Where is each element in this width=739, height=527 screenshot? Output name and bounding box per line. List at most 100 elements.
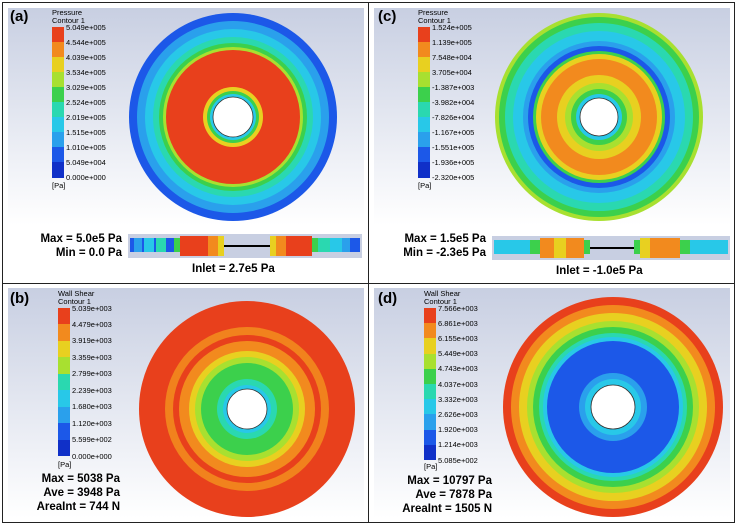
- legend-subtitle: Contour 1: [52, 16, 85, 25]
- legend-value: 1.680e+003: [72, 402, 112, 412]
- legend-color-band: [58, 423, 70, 441]
- legend-value: 0.000e+000: [72, 451, 112, 461]
- legend-value: 7.566e+003: [438, 303, 478, 313]
- legend-color-band: [58, 308, 70, 325]
- stat-areaint: AreaInt = 744 N: [36, 501, 120, 513]
- legend-color-band: [424, 338, 436, 355]
- legend-colorbar: 5.039e+003 4.479e+003 3.919e+003 3.359e+003…: [58, 304, 138, 461]
- legend-unit: [Pa]: [58, 460, 72, 469]
- legend-color-band: [424, 384, 436, 400]
- legend-value: 5.049e+005: [66, 22, 106, 32]
- legend-color-band: [52, 27, 64, 43]
- legend-colorbar: 7.566e+003 6.861e+003 6.155e+003 5.449e+003…: [424, 304, 504, 465]
- legend-value: 2.239e+003: [72, 385, 112, 395]
- legend-color-band: [52, 147, 64, 163]
- legend-value: 4.479e+003: [72, 319, 112, 329]
- legend-color-band: [58, 390, 70, 408]
- legend-value: 5.085e+002: [438, 455, 478, 465]
- panel-b-legend: Wall Shear Contour 1 5.039e+003 4.479e+00…: [58, 289, 138, 469]
- legend-value: 3.919e+003: [72, 336, 112, 346]
- legend-color-band: [424, 399, 436, 415]
- legend-value: 6.155e+003: [438, 333, 478, 343]
- vertical-divider: [368, 2, 369, 523]
- legend-title: Wall Shear: [58, 289, 95, 298]
- legend-value: -7.826e+004: [432, 112, 475, 122]
- legend-title: Pressure: [418, 8, 449, 17]
- panel-c-stats: Max = 1.5e5 Pa Min = -2.3e5 Pa: [376, 232, 486, 260]
- legend-color-band: [418, 132, 430, 148]
- horizontal-divider: [2, 283, 735, 284]
- legend-value: 2.019e+005: [66, 112, 106, 122]
- panel-a-letter: (a): [10, 8, 29, 25]
- legend-color-band: [58, 439, 70, 457]
- legend-color-band: [58, 373, 70, 391]
- legend-color-band: [52, 102, 64, 118]
- legend-value: 2.626e+003: [438, 409, 478, 419]
- legend-value: 1.010e+005: [66, 142, 106, 152]
- legend-color-band: [418, 117, 430, 133]
- panel-a-pressure-contour: [129, 13, 337, 221]
- legend-color-band: [418, 102, 430, 118]
- legend-title: Wall Shear: [424, 289, 461, 298]
- legend-color-band: [52, 57, 64, 73]
- legend-color-band: [52, 117, 64, 133]
- legend-value: 1.139e+005: [432, 37, 472, 47]
- legend-value: 6.861e+003: [438, 318, 478, 328]
- panel-d-letter: (d): [378, 290, 398, 307]
- panel-a-inlet: Inlet = 2.7e5 Pa: [192, 263, 275, 275]
- legend-value: 5.449e+003: [438, 349, 478, 359]
- legend-color-band: [52, 132, 64, 148]
- panel-d-legend: Wall Shear Contour 1 7.566e+003 6.861e+00…: [424, 289, 504, 471]
- legend-value: 4.039e+005: [66, 52, 106, 62]
- legend-value: 1.214e+003: [438, 440, 478, 450]
- legend-color-band: [418, 87, 430, 103]
- panel-c-letter: (c): [378, 8, 397, 25]
- legend-value: 1.920e+003: [438, 425, 478, 435]
- stat-ave: Ave = 7878 Pa: [415, 489, 492, 501]
- legend-colorbar: 5.049e+005 4.544e+005 4.039e+005 3.534e+005…: [52, 23, 132, 182]
- legend-value: 1.120e+003: [72, 418, 112, 428]
- legend-value: 1.515e+005: [66, 127, 106, 137]
- legend-color-band: [418, 147, 430, 163]
- legend-value: 3.332e+003: [438, 394, 478, 404]
- legend-value: 5.599e+002: [72, 435, 112, 445]
- legend-unit: [Pa]: [52, 181, 66, 190]
- legend-color-band: [58, 340, 70, 358]
- legend-value: -3.982e+004: [432, 97, 475, 107]
- legend-color-band: [52, 87, 64, 103]
- stat-max: Max = 10797 Pa: [407, 475, 492, 487]
- legend-color-band: [424, 308, 436, 324]
- panel-b-stats: Max = 5038 Pa Ave = 3948 Pa AreaInt = 74…: [10, 472, 120, 514]
- legend-value: 1.524e+005: [432, 22, 472, 32]
- legend-value: 3.359e+003: [72, 352, 112, 362]
- legend-value: 5.049e+004: [66, 157, 106, 167]
- legend-color-band: [418, 42, 430, 58]
- legend-color-band: [424, 323, 436, 339]
- legend-color-band: [418, 72, 430, 88]
- legend-value: -1.936e+005: [432, 157, 475, 167]
- legend-value: 4.743e+003: [438, 364, 478, 374]
- stat-max: Max = 5038 Pa: [41, 473, 120, 485]
- stat-min: Min = -2.3e5 Pa: [403, 247, 486, 259]
- legend-value: 3.029e+005: [66, 82, 106, 92]
- legend-unit: [Pa]: [418, 181, 432, 190]
- panel-c-inlet: Inlet = -1.0e5 Pa: [556, 265, 643, 277]
- panel-b-wall-shear-contour: [139, 301, 355, 517]
- panel-d-stats: Max = 10797 Pa Ave = 7878 Pa AreaInt = 1…: [374, 474, 492, 516]
- legend-value: 5.039e+003: [72, 303, 112, 313]
- panel-d-wall-shear-contour: [503, 297, 723, 517]
- panel-a-stats: Max = 5.0e5 Pa Min = 0.0 Pa: [10, 232, 122, 260]
- legend-color-band: [424, 353, 436, 370]
- stat-min: Min = 0.0 Pa: [55, 247, 122, 259]
- legend-color-band: [58, 357, 70, 375]
- legend-unit: [Pa]: [424, 462, 438, 471]
- legend-value: 4.037e+003: [438, 379, 478, 389]
- legend-value: -1.387e+003: [432, 82, 475, 92]
- legend-value: 3.534e+005: [66, 67, 106, 77]
- legend-subtitle: Contour 1: [58, 297, 91, 306]
- legend-value: 2.524e+005: [66, 97, 106, 107]
- panel-c-legend: Pressure Contour 1 1.524e+005 1.139e+005 7…: [418, 8, 498, 190]
- stat-areaint: AreaInt = 1505 N: [402, 503, 492, 515]
- legend-subtitle: Contour 1: [424, 297, 457, 306]
- stat-max: Max = 1.5e5 Pa: [404, 233, 486, 245]
